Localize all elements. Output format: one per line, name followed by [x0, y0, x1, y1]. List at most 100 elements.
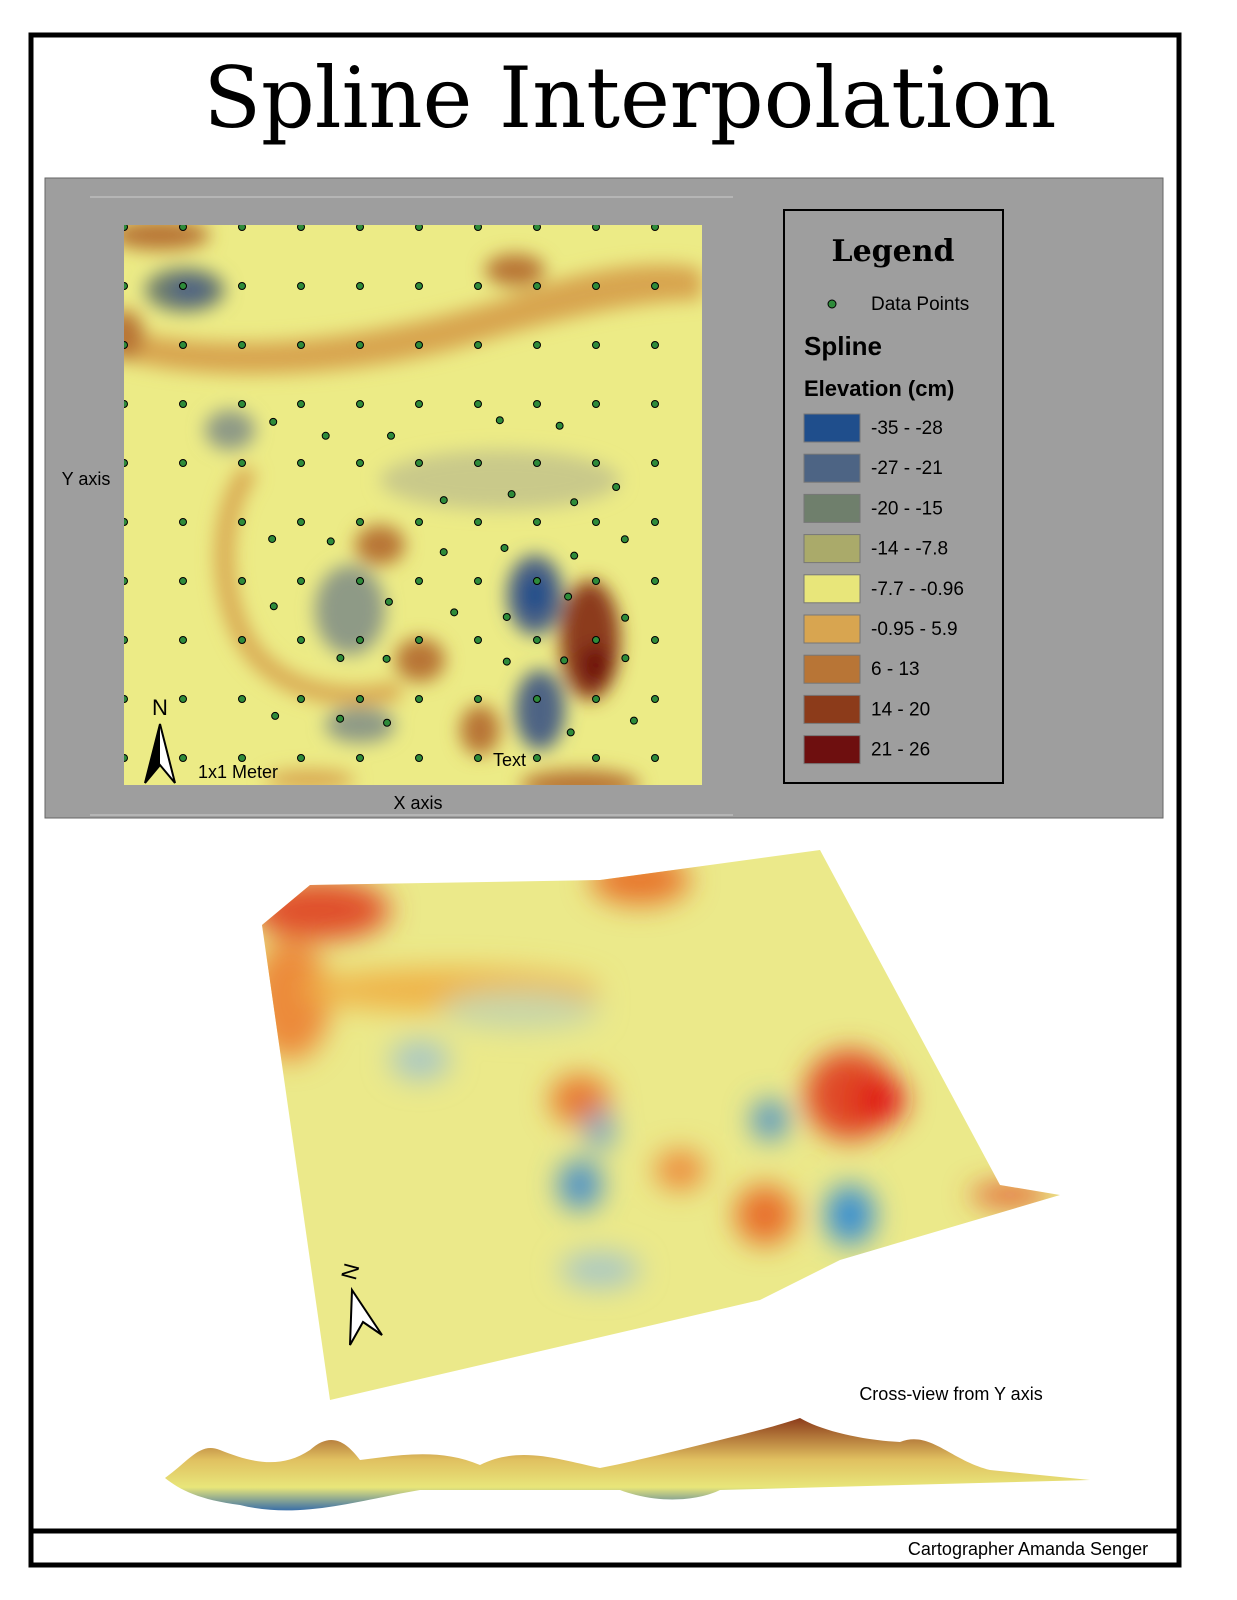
- data-point: [268, 534, 277, 543]
- data-point: [415, 636, 423, 644]
- cross-view-caption: Cross-view from Y axis: [859, 1384, 1042, 1404]
- data-point: [356, 282, 364, 290]
- data-point: [592, 636, 600, 644]
- data-point: [507, 490, 516, 499]
- data-point: [415, 754, 423, 762]
- data-point: [592, 754, 600, 762]
- data-point: [238, 341, 246, 349]
- legend-class-label: 21 - 26: [871, 740, 930, 761]
- data-point: [356, 518, 364, 526]
- data-point: [415, 577, 423, 585]
- data-point: [570, 498, 579, 507]
- data-point: [269, 602, 278, 611]
- data-point: [570, 551, 579, 560]
- data-point: [124, 341, 128, 349]
- data-point: [356, 341, 364, 349]
- x-axis-label: X axis: [393, 793, 442, 813]
- data-point: [651, 282, 659, 290]
- data-point: [179, 400, 187, 408]
- data-point: [297, 577, 305, 585]
- data-point: [383, 718, 392, 727]
- data-point: [592, 282, 600, 290]
- legend-swatch: [803, 735, 861, 765]
- data-point: [450, 608, 459, 617]
- data-point: [297, 400, 305, 408]
- data-point: [651, 518, 659, 526]
- data-point: [651, 459, 659, 467]
- data-point: [592, 400, 600, 408]
- data-point: [621, 654, 630, 663]
- data-point: [474, 695, 482, 703]
- data-point: [297, 518, 305, 526]
- data-point: [179, 341, 187, 349]
- frame: [28, 32, 1182, 1568]
- data-point: [651, 695, 659, 703]
- data-point: [592, 577, 600, 585]
- data-point: [474, 636, 482, 644]
- data-point: [651, 400, 659, 408]
- data-point: [336, 654, 345, 663]
- data-point: [124, 225, 128, 231]
- data-point: [326, 537, 335, 546]
- data-point: [533, 695, 541, 703]
- data-points: [124, 225, 659, 762]
- legend-classes: -35 - -28 -27 - -21 -20 - -15 -14 - -7.8 -7.…: [803, 413, 964, 765]
- data-point: [533, 282, 541, 290]
- data-point: [297, 459, 305, 467]
- legend-class-label: -20 - -15: [871, 498, 943, 519]
- data-point: [124, 754, 128, 762]
- data-point: [592, 695, 600, 703]
- data-point: [179, 754, 187, 762]
- data-point: [124, 636, 128, 644]
- legend-swatch: [803, 694, 861, 724]
- data-point: [124, 459, 128, 467]
- data-point: [651, 577, 659, 585]
- data-point: [651, 636, 659, 644]
- data-point: [179, 518, 187, 526]
- data-point: [238, 282, 246, 290]
- data-point: [439, 548, 448, 557]
- data-point: [555, 421, 564, 430]
- data-point: [439, 496, 448, 505]
- data-point: [651, 754, 659, 762]
- data-point: [415, 695, 423, 703]
- data-point: [415, 400, 423, 408]
- north-label-3d: N: [336, 1261, 364, 1283]
- data-point: [533, 341, 541, 349]
- data-point: [474, 400, 482, 408]
- data-point: [592, 341, 600, 349]
- data-point: [238, 636, 246, 644]
- footer-credit: Cartographer Amanda Senger: [908, 1539, 1148, 1559]
- data-point: [297, 695, 305, 703]
- data-point: [474, 282, 482, 290]
- title: Spline Interpolation: [203, 49, 1056, 147]
- data-point: [560, 656, 569, 665]
- data-point: [502, 612, 511, 621]
- legend-swatch: [803, 574, 861, 604]
- scale-label: 1x1 Meter: [198, 762, 278, 782]
- data-point: [533, 518, 541, 526]
- data-point: [415, 341, 423, 349]
- data-point: [500, 543, 509, 552]
- data-point: [502, 657, 511, 666]
- data-point: [356, 577, 364, 585]
- legend-class-label: -0.95 - 5.9: [871, 619, 958, 640]
- data-point: [474, 518, 482, 526]
- data-point: [297, 225, 305, 231]
- north-arrow-fill: [145, 724, 160, 783]
- data-point: [474, 225, 482, 231]
- data-point: [415, 282, 423, 290]
- data-point: [533, 754, 541, 762]
- data-point: [124, 695, 128, 703]
- data-point: [356, 636, 364, 644]
- data-point: [238, 225, 246, 231]
- data-point: [474, 577, 482, 585]
- data-point: [124, 282, 128, 290]
- data-point: [271, 711, 280, 720]
- data-point: [124, 577, 128, 585]
- data-point: [651, 225, 659, 231]
- data-point: [592, 518, 600, 526]
- data-point: [297, 636, 305, 644]
- data-point: [297, 754, 305, 762]
